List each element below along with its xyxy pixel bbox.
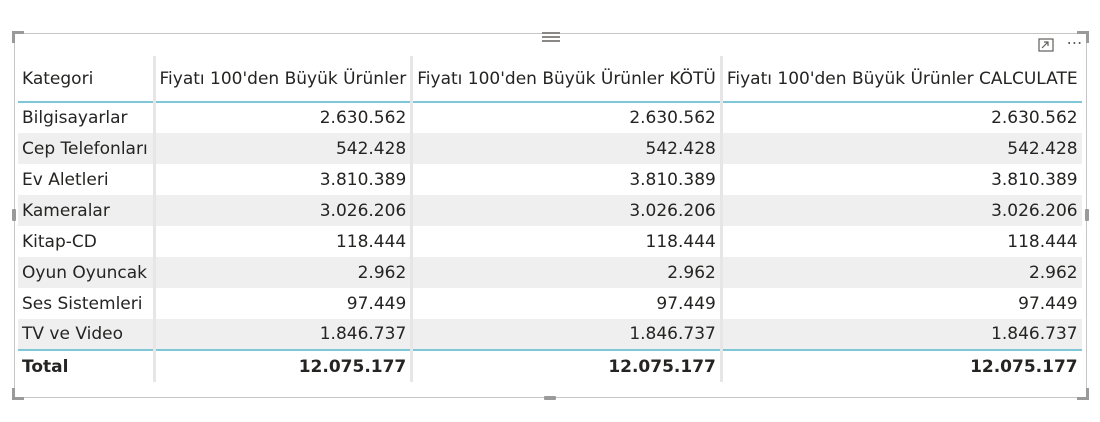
table-row: Cep Telefonları 542.428 542.428 542.428: [18, 133, 1082, 164]
table-row: Oyun Oyuncak 2.962 2.962 2.962: [18, 257, 1082, 288]
cell-value[interactable]: 3.810.389: [154, 164, 414, 195]
cell-category[interactable]: Cep Telefonları: [18, 133, 156, 164]
total-row: Total 12.075.177 12.075.177 12.075.177: [18, 349, 1082, 382]
column-header-measure-2[interactable]: Fiyatı 100'den Büyük Ürünler KÖTÜ: [411, 56, 723, 103]
resize-handle-bottom-right[interactable]: [1077, 388, 1089, 400]
cell-category[interactable]: Ses Sistemleri: [18, 288, 156, 319]
cell-value[interactable]: 118.444: [154, 226, 414, 257]
column-header-measure-1[interactable]: Fiyatı 100'den Büyük Ürünler: [154, 56, 414, 103]
table-row: Ev Aletleri 3.810.389 3.810.389 3.810.38…: [18, 164, 1082, 195]
column-header-kategori[interactable]: Kategori: [18, 56, 156, 103]
cell-value[interactable]: 2.962: [411, 257, 723, 288]
cell-category[interactable]: TV ve Video: [18, 319, 156, 350]
total-value[interactable]: 12.075.177: [721, 349, 1082, 382]
cell-category[interactable]: Kitap-CD: [18, 226, 156, 257]
cell-value[interactable]: 542.428: [721, 133, 1082, 164]
table-row: Bilgisayarlar 2.630.562 2.630.562 2.630.…: [18, 102, 1082, 133]
cell-value[interactable]: 3.810.389: [991, 169, 1078, 190]
resize-handle-left[interactable]: [12, 209, 16, 221]
cell-value[interactable]: 3.026.206: [411, 195, 723, 226]
table-row: Ses Sistemleri 97.449 97.449 97.449: [18, 288, 1082, 319]
cell-category[interactable]: Kameralar: [18, 195, 156, 226]
more-options-icon[interactable]: ⋯: [1066, 33, 1084, 52]
cell-value[interactable]: 118.444: [411, 226, 723, 257]
table-row: Kitap-CD 118.444 118.444 118.444: [18, 226, 1082, 257]
data-table: Kategori Fiyatı 100'den Büyük Ürünler Fi…: [18, 56, 1082, 382]
cell-value[interactable]: 3.810.389: [411, 164, 723, 195]
cell-category[interactable]: Bilgisayarlar: [18, 102, 156, 133]
cell-value[interactable]: 1.846.737: [154, 319, 414, 350]
cell-value[interactable]: 2.962: [721, 257, 1082, 288]
cell-value[interactable]: 3.026.206: [721, 195, 1082, 226]
cell-category[interactable]: Ev Aletleri: [18, 164, 156, 195]
cell-value[interactable]: 1.846.737: [411, 319, 723, 350]
table-row: Kameralar 3.026.206 3.026.206 3.026.206: [18, 195, 1082, 226]
cell-value[interactable]: 2.962: [154, 257, 414, 288]
column-header-measure-3[interactable]: Fiyatı 100'den Büyük Ürünler CALCULATE: [721, 56, 1082, 103]
resize-handle-top-right[interactable]: [1077, 31, 1089, 43]
table-header-row: Kategori Fiyatı 100'den Büyük Ürünler Fi…: [18, 56, 1082, 103]
total-value[interactable]: 12.075.177: [154, 349, 414, 382]
cell-value[interactable]: 97.449: [411, 288, 723, 319]
resize-handle-bottom[interactable]: [544, 396, 556, 400]
cell-value[interactable]: 2.630.562: [411, 102, 723, 133]
cell-value[interactable]: 118.444: [1007, 231, 1078, 252]
cell-value[interactable]: 1.846.737: [721, 319, 1082, 350]
resize-handle-top-left[interactable]: [12, 31, 24, 43]
cell-value[interactable]: 2.630.562: [154, 102, 414, 133]
cell-value[interactable]: 542.428: [154, 133, 414, 164]
drag-grip-icon[interactable]: [542, 32, 560, 42]
cell-value[interactable]: 97.449: [1018, 293, 1078, 314]
table-visual[interactable]: ⋯ Kategori Fiyatı 100'den Büyük Ürünler …: [12, 31, 1089, 400]
cell-category[interactable]: Oyun Oyuncak: [18, 257, 156, 288]
resize-handle-bottom-left[interactable]: [12, 388, 24, 400]
resize-handle-right[interactable]: [1085, 209, 1089, 221]
cell-value[interactable]: 542.428: [411, 133, 723, 164]
total-value[interactable]: 12.075.177: [411, 349, 723, 382]
cell-value[interactable]: 2.630.562: [991, 108, 1078, 128]
cell-value[interactable]: 97.449: [154, 288, 414, 319]
table-row: TV ve Video 1.846.737 1.846.737 1.846.73…: [18, 319, 1082, 350]
focus-mode-icon[interactable]: [1038, 38, 1054, 52]
cell-value[interactable]: 3.026.206: [154, 195, 414, 226]
total-label: Total: [18, 349, 156, 382]
